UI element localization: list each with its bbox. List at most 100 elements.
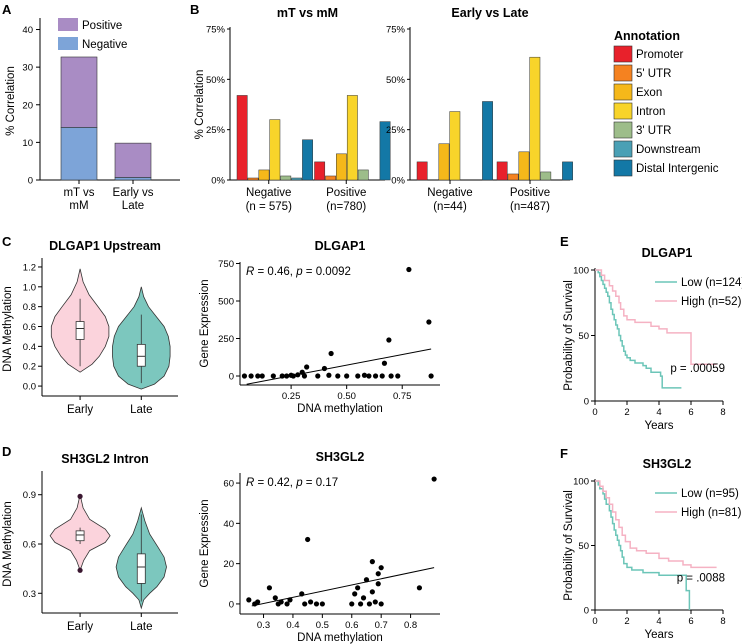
scatter-point	[355, 585, 361, 591]
km-y-tick-label: 100	[573, 266, 589, 277]
b-bar-5-utr	[247, 177, 259, 181]
scatter-point	[375, 571, 381, 577]
scatter-point	[305, 536, 311, 543]
b-bar-promoter	[236, 95, 248, 181]
b-group-n: (n=44)	[433, 201, 467, 213]
km-pvalue: p = .00059	[670, 363, 725, 375]
scatter-x-tick-label: 0.8	[404, 620, 417, 631]
km-x-tick-label: 2	[624, 407, 629, 418]
scatter-point	[272, 595, 278, 601]
scatter-point	[279, 373, 285, 379]
km-title: SH3GL2	[643, 457, 692, 471]
panel-d-violin-plot: SH3GL2 Intron 0.3 0.6 0.9 DNA Methylation Ear…	[2, 452, 178, 633]
scatter-point	[378, 565, 384, 571]
scatter-point	[372, 373, 379, 379]
scatter-point	[426, 319, 432, 325]
b-y-tick-label: 25%	[206, 125, 226, 136]
b-group-n: (n=780)	[326, 201, 366, 213]
scatter-point	[302, 601, 308, 607]
scatter-point	[255, 599, 261, 605]
b-legend-swatch	[613, 121, 633, 139]
km-y-axis-label: Probability of Survival	[563, 490, 575, 601]
b-y-axis-label: % Correlation	[194, 70, 206, 140]
violin-group-label: Late	[130, 404, 152, 416]
scatter-point	[361, 372, 368, 378]
b-bar-exon	[518, 151, 530, 181]
violin-box	[136, 553, 146, 584]
violin-box	[75, 321, 85, 340]
a-legend-swatch	[58, 18, 78, 31]
a-category-label: mM	[69, 200, 88, 212]
violin-group-label: Late	[130, 621, 152, 633]
a-bar-negative	[114, 177, 152, 181]
km-x-tick-label: 6	[688, 616, 693, 627]
km-y-axis-label: Probability of Survival	[563, 280, 575, 391]
b-bar-5-utr	[507, 173, 519, 181]
scatter-point	[328, 350, 334, 357]
scatter-point	[349, 601, 355, 607]
scatter-point	[313, 601, 320, 607]
panel-letter-b: B	[190, 2, 199, 17]
violin-y-tick-label: 1.2	[23, 262, 36, 273]
violin-title: SH3GL2 Intron	[61, 452, 149, 466]
a-category-label: mT vs	[63, 187, 94, 199]
scatter-point	[315, 373, 321, 379]
a-y-axis-label: % Correlation	[5, 66, 17, 136]
scatter-point	[299, 369, 305, 375]
scatter-point	[379, 373, 385, 379]
b-legend-swatch	[613, 102, 633, 120]
violin-y-tick-label: 0.2	[23, 362, 36, 373]
scatter-title: DLGAP1	[315, 239, 366, 253]
panel-letter-f: F	[560, 446, 568, 461]
scatter-point	[375, 581, 381, 587]
scatter-point	[255, 373, 261, 379]
scatter-x-axis-label: DNA methylation	[297, 403, 383, 415]
b-bar-distal-intergenic	[379, 121, 391, 181]
b-legend-title: Annotation	[614, 29, 680, 43]
violin-y-tick-label: 1.0	[23, 282, 36, 293]
b-bar-3-utr	[280, 175, 292, 181]
scatter-x-tick-label: 0.7	[375, 620, 388, 631]
b-bar-distal-intergenic	[562, 161, 573, 181]
violin-y-tick-label: 0.3	[23, 589, 36, 600]
scatter-point	[335, 373, 341, 379]
km-y-tick-label: 50	[578, 331, 589, 342]
km-x-axis-label: Years	[645, 420, 674, 432]
a-legend-label: Negative	[82, 39, 127, 51]
a-y-tick-label: 30	[22, 63, 33, 74]
km-y-tick-label: 0	[584, 397, 589, 408]
km-x-tick-label: 4	[656, 407, 661, 418]
panel-letter-c: C	[2, 234, 12, 249]
b-legend-label: Exon	[636, 87, 662, 99]
scatter-x-tick-label: 0.6	[345, 620, 358, 631]
b-bar-distal-intergenic	[302, 139, 313, 181]
b-y-tick-label: 75%	[386, 25, 406, 36]
panel-letter-d: D	[2, 444, 11, 459]
scatter-point	[395, 373, 401, 379]
scatter-point	[319, 601, 325, 607]
b-bar-exon	[258, 169, 270, 181]
scatter-point	[386, 337, 392, 343]
a-y-tick-label: 20	[22, 100, 33, 111]
b-bar-promoter	[416, 161, 428, 181]
b-bar-intron	[449, 111, 461, 181]
panel-e-survival-curve: DLGAP1 0 50 100 0 2 4 6 8 Years Probability of Sur…	[563, 246, 742, 432]
km-legend-label: High (n=52)	[681, 296, 742, 308]
km-x-axis-label: Years	[645, 629, 674, 641]
a-y-tick-label: 0	[28, 176, 33, 187]
b-legend-swatch	[613, 45, 633, 63]
scatter-point	[428, 373, 434, 379]
km-title: DLGAP1	[642, 246, 693, 260]
panel-c-violin-plot: DLGAP1 Upstream 0.0 0.2 0.4 0.6 0.8 1.0 1.2 DNA …	[2, 239, 178, 416]
a-bar-positive	[60, 56, 98, 128]
km-x-tick-label: 0	[592, 616, 597, 627]
km-pvalue: p = .0088	[677, 573, 725, 585]
scatter-stat-annotation: R = 0.46, p = 0.0092	[246, 266, 351, 278]
violin-y-tick-label: 0.6	[23, 540, 36, 551]
b-group-label: Negative	[246, 187, 291, 199]
a-y-tick-label: 10	[22, 138, 33, 149]
b-legend-swatch	[613, 83, 633, 101]
b-legend-label: Distal Intergenic	[636, 163, 719, 175]
km-legend-label: Low (n=95)	[681, 488, 739, 500]
